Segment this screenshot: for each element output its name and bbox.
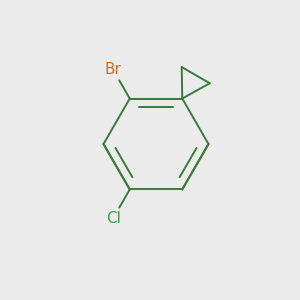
- Text: Cl: Cl: [106, 211, 121, 226]
- Text: Br: Br: [105, 62, 122, 77]
